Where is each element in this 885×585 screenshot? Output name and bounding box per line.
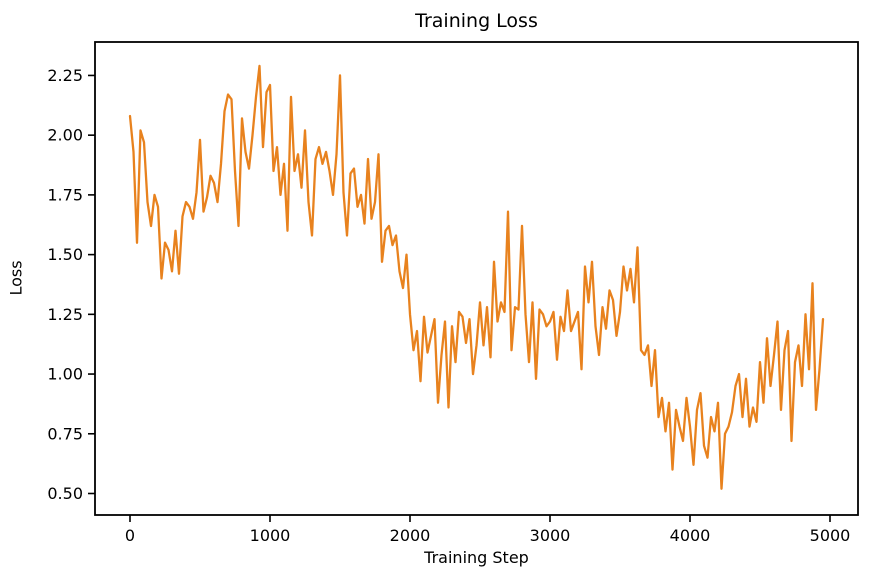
x-axis-ticks: 0 1000 2000 3000 4000 5000 [125, 515, 850, 545]
loss-line [128, 64, 825, 490]
x-tick-label: 0 [125, 526, 135, 545]
y-tick-label: 1.00 [47, 365, 83, 384]
y-tick-label: 1.50 [47, 245, 83, 264]
x-tick-label: 2000 [390, 526, 431, 545]
y-tick-label: 2.25 [47, 66, 83, 85]
x-tick-label: 1000 [250, 526, 291, 545]
x-tick-label: 5000 [810, 526, 851, 545]
y-tick-label: 1.25 [47, 305, 83, 324]
x-tick-label: 3000 [530, 526, 571, 545]
y-axis-ticks: 0.50 0.75 1.00 1.25 1.50 1.75 2.00 2.25 [47, 66, 95, 503]
plot-border [94, 41, 859, 516]
x-tick-label: 4000 [670, 526, 711, 545]
y-tick-label: 2.00 [47, 126, 83, 145]
x-axis-label: Training Step [424, 548, 529, 567]
chart-title: Training Loss [415, 10, 538, 32]
y-tick-label: 0.50 [47, 484, 83, 503]
y-tick-label: 1.75 [47, 185, 83, 204]
y-tick-label: 0.75 [47, 424, 83, 443]
